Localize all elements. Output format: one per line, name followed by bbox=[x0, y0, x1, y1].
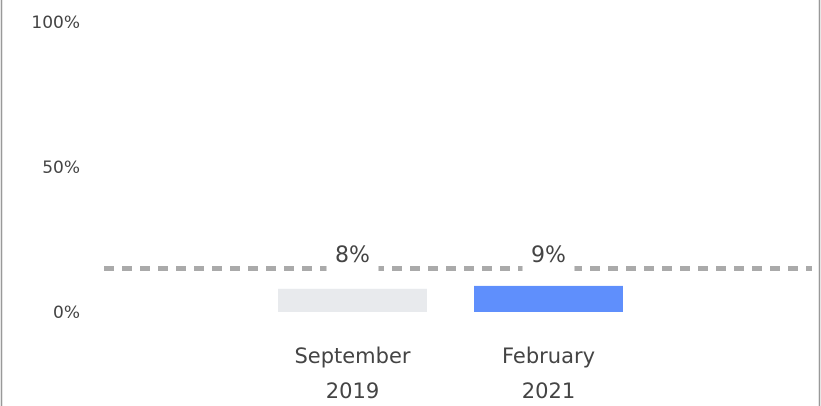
y-tick-label: 100% bbox=[31, 13, 80, 33]
data-label: 9% bbox=[531, 243, 566, 268]
x-tick-label: February 2021 bbox=[501, 344, 596, 403]
data-label: 8% bbox=[335, 243, 370, 268]
label-bg bbox=[326, 240, 379, 272]
x-tick-label: September 2019 bbox=[294, 344, 411, 403]
bar bbox=[474, 285, 623, 312]
bar bbox=[278, 288, 427, 312]
label-bg bbox=[522, 240, 575, 272]
y-tick-label: 50% bbox=[42, 158, 80, 178]
y-tick-label: 0% bbox=[53, 303, 80, 323]
